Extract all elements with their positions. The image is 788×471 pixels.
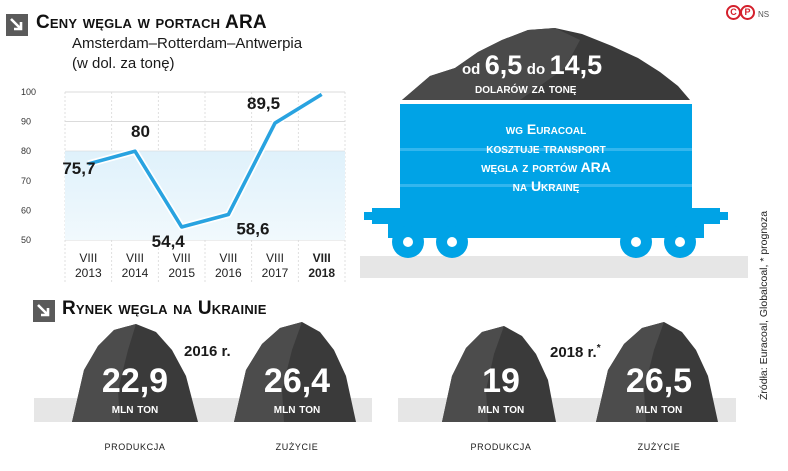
stat-unit-production-2016: mln ton: [111, 400, 159, 416]
stat-value-consumption-2018: 26,5: [625, 362, 693, 400]
chart-subtitle-ports: Amsterdam–Rotterdam–Antwerpia: [72, 35, 303, 52]
wheel-left-2: [436, 226, 468, 258]
x-tick-label-month: VIII: [313, 251, 331, 265]
stat-unit-production-2018: mln ton: [477, 400, 525, 416]
stat-value-production-2018: 19: [482, 362, 520, 400]
year-label-2018: 2018 r.*: [550, 343, 601, 361]
data-label: 80: [131, 122, 150, 141]
category-label-production-2018: produkcja: [470, 438, 532, 453]
transport-cost-unit: dolarów za tonę: [475, 80, 577, 96]
y-tick-label: 70: [21, 176, 31, 186]
stat-value-consumption-2016: 26,4: [263, 362, 331, 400]
chart-subtitle-unit: (w dol. za tonę): [72, 55, 175, 72]
x-tick-label-year: 2013: [75, 266, 102, 280]
market-illustration: [34, 322, 736, 422]
x-tick-label-year: 2017: [262, 266, 289, 280]
coal-pile-1: [72, 324, 198, 422]
y-tick-label: 100: [21, 87, 36, 97]
press-mark-icon: P: [740, 5, 755, 20]
stat-unit-consumption-2018: mln ton: [635, 400, 683, 416]
data-label: 89,5: [247, 94, 280, 113]
y-tick-label: 60: [21, 205, 31, 215]
wagon-body: [400, 104, 692, 224]
x-tick-label-year: 2018: [308, 266, 335, 280]
wagon-text-line-3: węgla z portów ARA: [481, 159, 611, 175]
x-tick-label-year: 2014: [122, 266, 149, 280]
author-initials: NS: [758, 10, 770, 19]
x-tick-label-year: 2016: [215, 266, 242, 280]
x-tick-label-month: VIII: [266, 251, 284, 265]
category-label-consumption-2018: zużycie: [637, 438, 681, 453]
category-label-consumption-2016: zużycie: [275, 438, 319, 453]
category-label-production-2016: produkcja: [104, 438, 166, 453]
data-label: 54,4: [152, 232, 186, 251]
forecast-asterisk: *: [596, 343, 601, 354]
transport-cost-range: od 6,5 do 14,5: [462, 50, 603, 80]
wagon-text-line-1: wg Euracoal: [505, 121, 587, 137]
coal-wagon-illustration: [360, 28, 748, 278]
source-note: Źródła: Euracoal, Globalcoal, * prognoza: [758, 210, 770, 400]
y-tick-label: 80: [21, 146, 31, 156]
rail-base: [360, 256, 748, 278]
wheel-left-1: [392, 226, 424, 258]
stat-unit-consumption-2016: mln ton: [273, 400, 321, 416]
stat-value-production-2016: 22,9: [101, 362, 169, 400]
price-line: [87, 92, 323, 229]
x-tick-label-month: VIII: [79, 251, 97, 265]
x-tick-label-year: 2015: [168, 266, 195, 280]
coal-pile-3: [442, 326, 556, 422]
x-tick-label-month: VIII: [219, 251, 237, 265]
data-label: 75,7: [62, 159, 95, 178]
y-tick-label: 50: [21, 235, 31, 245]
wheel-right-1: [620, 226, 652, 258]
x-tick-label-month: VIII: [173, 251, 191, 265]
market-title: Rynek węgla na Ukrainie: [62, 298, 267, 319]
x-tick-label-month: VIII: [126, 251, 144, 265]
chart-title: Ceny węgla w portach ARA: [36, 12, 267, 33]
copyright-icon: C: [726, 5, 741, 20]
year-label-2016: 2016 r.: [184, 343, 231, 360]
coal-pile-2: [234, 322, 356, 422]
data-label: 58,6: [236, 220, 269, 239]
y-tick-label: 90: [21, 117, 31, 127]
wheel-right-2: [664, 226, 696, 258]
arrow-down-right-icon: [6, 14, 28, 36]
wagon-text-line-2: kosztuje transport: [486, 140, 606, 156]
coal-pile-4: [596, 322, 718, 422]
wagon-text-line-4: na Ukrainę: [512, 178, 580, 194]
arrow-down-right-icon: [33, 300, 55, 322]
plot-background: [65, 151, 345, 240]
